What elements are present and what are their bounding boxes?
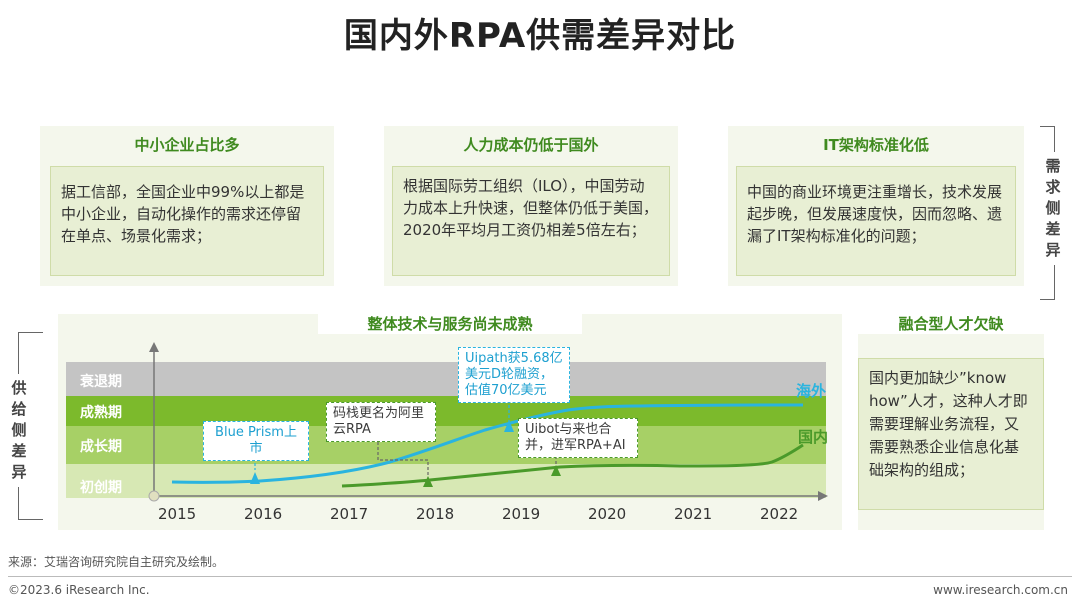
card-it-architecture: IT架构标准化低 中国的商业环境更注重增长，技术发展起步晚，但发展速度快，因而忽… bbox=[728, 126, 1024, 286]
annotation-blueprism: Blue Prism上市 bbox=[203, 421, 309, 461]
x-tick-label: 2020 bbox=[588, 505, 627, 523]
card-title: 中小企业占比多 bbox=[134, 136, 240, 154]
footer-source: 来源：艾瑞咨询研究院自主研究及绘制。 bbox=[8, 555, 225, 569]
x-tick-label: 2017 bbox=[330, 505, 369, 523]
x-tick-label: 2019 bbox=[502, 505, 541, 523]
annotation-alicloud: 码栈更名为阿里云RPA bbox=[326, 402, 436, 442]
stage-label-mature: 成熟期 bbox=[80, 405, 122, 421]
annotation-uipath: Uipath获5.68亿美元D轮融资，估值70亿美元 bbox=[458, 347, 570, 403]
card-body: 据工信部，全国企业中99%以上都是中小企业，自动化操作的需求还停留在单点、场景化… bbox=[50, 166, 324, 276]
supply-side-label: 供给侧差异 bbox=[10, 374, 28, 487]
card-sme-share: 中小企业占比多 据工信部，全国企业中99%以上都是中小企业，自动化操作的需求还停… bbox=[40, 126, 334, 286]
x-tick-label: 2016 bbox=[244, 505, 283, 523]
series-label-domestic: 国内 bbox=[798, 428, 829, 446]
x-tick-label: 2018 bbox=[416, 505, 455, 523]
stage-label-decline: 衰退期 bbox=[80, 374, 122, 390]
demand-side-label: 需求侧差异 bbox=[1044, 152, 1062, 265]
page-title: 国内外RPA供需差异对比 bbox=[343, 16, 737, 56]
card-labor-cost: 人力成本仍低于国外 根据国际劳工组织（ILO），中国劳动力成本上升快速，但整体仍… bbox=[384, 126, 678, 286]
card-title: 人力成本仍低于国外 bbox=[463, 136, 599, 154]
card-title: 融合型人才欠缺 bbox=[858, 313, 1044, 334]
footer-copyright: ©2023.6 iResearch Inc. bbox=[8, 583, 150, 597]
stage-label-growth: 成长期 bbox=[80, 439, 122, 455]
footer-website: www.iresearch.com.cn bbox=[933, 583, 1068, 597]
chart-panel-title: 整体技术与服务尚未成熟 bbox=[318, 313, 582, 334]
x-tick-label: 2022 bbox=[760, 505, 799, 523]
x-tick-label: 2021 bbox=[674, 505, 713, 523]
chart-panel: 整体技术与服务尚未成熟 bbox=[58, 313, 842, 530]
card-body: 根据国际劳工组织（ILO），中国劳动力成本上升快速，但整体仍低于美国，2020年… bbox=[392, 166, 670, 276]
series-label-overseas: 海外 bbox=[796, 382, 827, 400]
footer-divider bbox=[8, 576, 1072, 577]
annotation-uibot: Uibot与来也合并，进军RPA+AI bbox=[518, 418, 638, 458]
stage-label-startup: 初创期 bbox=[80, 480, 122, 496]
card-talent: 融合型人才欠缺 国内更加缺少”know how”人才，这种人才即需要理解业务流程… bbox=[858, 313, 1044, 530]
x-tick-label: 2015 bbox=[158, 505, 197, 523]
card-body: 国内更加缺少”know how”人才，这种人才即需要理解业务流程，又需要熟悉企业… bbox=[858, 358, 1044, 510]
card-body: 中国的商业环境更注重增长，技术发展起步晚，但发展速度快，因而忽略、遗漏了IT架构… bbox=[736, 166, 1016, 276]
card-title: IT架构标准化低 bbox=[823, 136, 929, 154]
